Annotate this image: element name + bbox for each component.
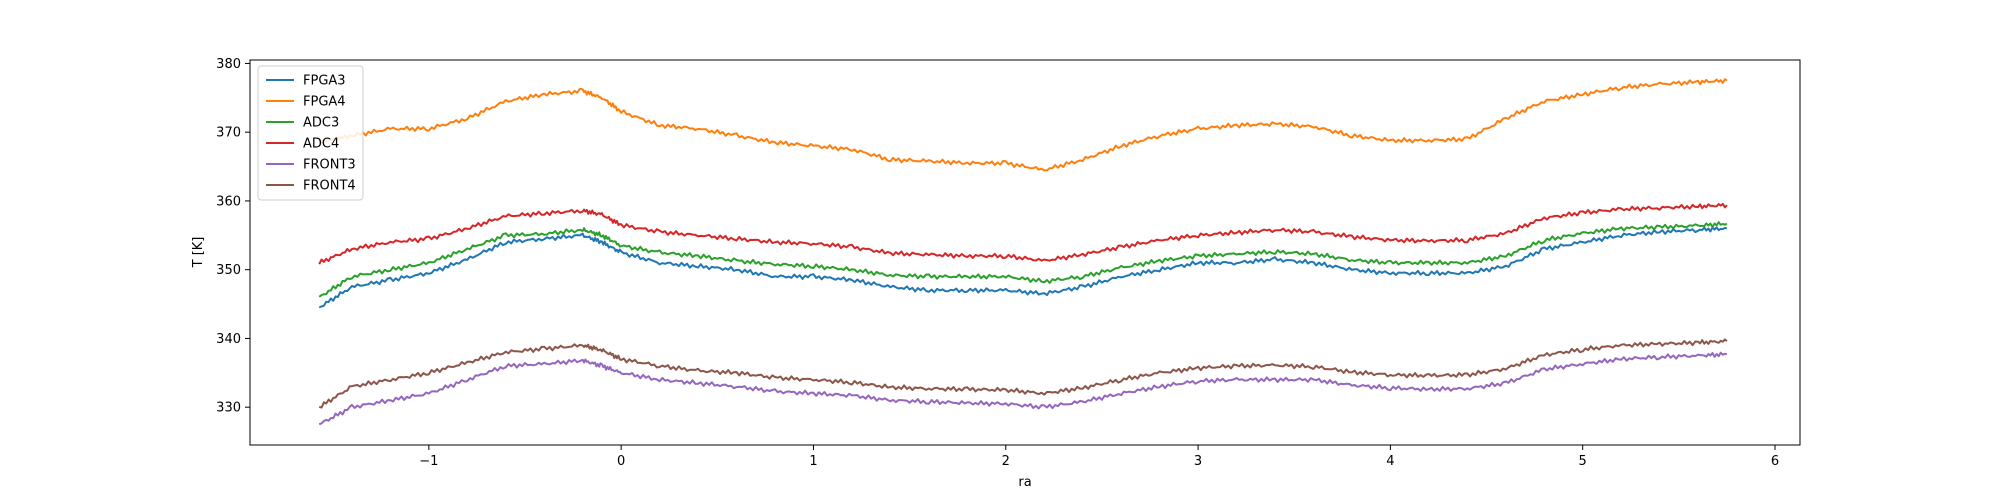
legend-label-adc4: ADC4 [303,137,339,152]
y-tick-label: 340 [216,332,241,347]
x-tick-label: −1 [419,454,438,469]
x-tick-label: 6 [1771,454,1779,469]
y-tick-label: 370 [216,126,241,141]
x-tick-label: 0 [617,454,625,469]
x-axis-label: ra [1018,475,1031,490]
x-tick-label: 4 [1386,454,1394,469]
x-tick-label: 3 [1194,454,1202,469]
y-tick-label: 380 [216,57,241,72]
y-tick-label: 360 [216,194,241,209]
x-tick-label: 1 [809,454,817,469]
legend-label-adc3: ADC3 [303,116,339,131]
series-line-adc3 [318,221,1728,298]
series-line-fpga4 [318,78,1728,172]
y-axis-label: T [K] [191,237,206,269]
x-axis: −1 0 1 2 3 4 5 6 [419,445,1779,469]
legend-label-fpga4: FPGA4 [303,95,346,110]
y-tick-label: 330 [216,401,241,416]
legend-label-fpga3: FPGA3 [303,74,346,89]
series-line-front4 [318,338,1728,409]
series-line-fpga3 [318,226,1728,309]
y-tick-label: 350 [216,263,241,278]
y-axis: 330 340 350 360 370 380 [216,57,250,416]
series-layer [318,78,1728,426]
series-line-front3 [318,351,1728,426]
legend-label-front3: FRONT3 [303,158,356,173]
legend-label-front4: FRONT4 [303,179,356,194]
plot-frame [249,59,1801,446]
legend-box [257,65,364,201]
x-tick-label: 2 [1002,454,1010,469]
x-tick-label: 5 [1579,454,1587,469]
series-line-adc4 [318,202,1728,265]
legend: FPGA3 FPGA4 ADC3 ADC4 FRONT3 FRONT4 [257,65,364,201]
